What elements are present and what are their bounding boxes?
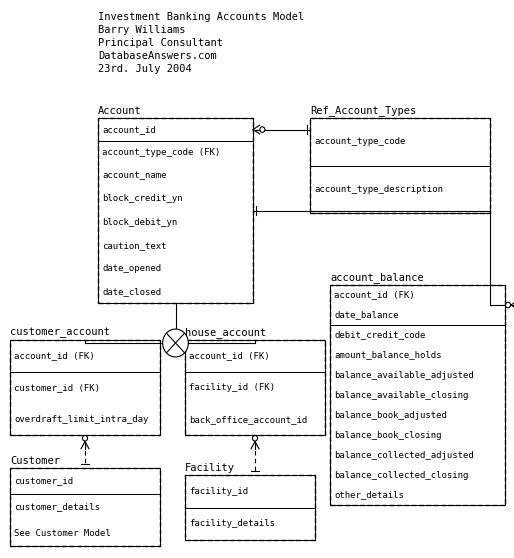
FancyBboxPatch shape: [10, 340, 160, 372]
FancyBboxPatch shape: [10, 372, 160, 435]
Circle shape: [82, 435, 87, 441]
FancyBboxPatch shape: [98, 141, 253, 303]
FancyBboxPatch shape: [185, 475, 315, 507]
Text: facility_details: facility_details: [189, 519, 275, 528]
Text: Investment Banking Accounts Model: Investment Banking Accounts Model: [98, 12, 304, 22]
FancyBboxPatch shape: [98, 118, 253, 141]
Text: date_opened: date_opened: [102, 264, 161, 273]
Circle shape: [162, 329, 188, 357]
Text: customer_id: customer_id: [14, 477, 73, 485]
FancyBboxPatch shape: [185, 507, 315, 540]
Text: account_type_code (FK): account_type_code (FK): [102, 148, 221, 157]
Text: customer_account: customer_account: [10, 328, 110, 338]
Text: account_type_description: account_type_description: [314, 185, 443, 194]
Text: balance_collected_adjusted: balance_collected_adjusted: [334, 450, 474, 459]
Text: account_balance: account_balance: [330, 272, 424, 283]
Text: Facility: Facility: [185, 463, 235, 473]
Circle shape: [260, 127, 265, 132]
Text: customer_id (FK): customer_id (FK): [14, 383, 100, 392]
Text: amount_balance_holds: amount_balance_holds: [334, 350, 442, 359]
Text: block_debit_yn: block_debit_yn: [102, 218, 177, 227]
Text: account_name: account_name: [102, 171, 167, 180]
Text: See Customer Model: See Customer Model: [14, 528, 111, 537]
Text: account_id (FK): account_id (FK): [189, 352, 270, 360]
Text: account_id (FK): account_id (FK): [334, 291, 415, 300]
FancyBboxPatch shape: [330, 285, 505, 325]
FancyBboxPatch shape: [10, 494, 160, 546]
Text: Ref_Account_Types: Ref_Account_Types: [310, 105, 416, 116]
Text: account_id (FK): account_id (FK): [14, 352, 95, 360]
FancyBboxPatch shape: [310, 166, 490, 213]
Text: date_balance: date_balance: [334, 310, 399, 320]
FancyBboxPatch shape: [310, 118, 490, 166]
Text: Customer: Customer: [10, 456, 60, 466]
Text: block_credit_yn: block_credit_yn: [102, 194, 183, 204]
Text: balance_available_adjusted: balance_available_adjusted: [334, 371, 474, 379]
Text: overdraft_limit_intra_day: overdraft_limit_intra_day: [14, 415, 149, 424]
Text: date_closed: date_closed: [102, 287, 161, 296]
Text: facility_id: facility_id: [189, 487, 248, 496]
FancyBboxPatch shape: [185, 372, 325, 435]
Text: Principal Consultant: Principal Consultant: [98, 38, 223, 48]
Circle shape: [252, 435, 258, 441]
Text: debit_credit_code: debit_credit_code: [334, 330, 426, 339]
Text: balance_available_closing: balance_available_closing: [334, 391, 468, 400]
Text: facility_id (FK): facility_id (FK): [189, 383, 275, 392]
Text: Barry Williams: Barry Williams: [98, 25, 186, 35]
Text: caution_text: caution_text: [102, 240, 167, 249]
Text: DatabaseAnswers.com: DatabaseAnswers.com: [98, 51, 217, 61]
Text: balance_book_closing: balance_book_closing: [334, 431, 442, 440]
Text: Account: Account: [98, 106, 142, 116]
FancyBboxPatch shape: [330, 325, 505, 505]
Text: balance_collected_closing: balance_collected_closing: [334, 470, 468, 479]
FancyBboxPatch shape: [185, 340, 325, 372]
Text: balance_book_adjusted: balance_book_adjusted: [334, 411, 447, 420]
Text: other_details: other_details: [334, 490, 404, 499]
Text: account_type_code: account_type_code: [314, 137, 406, 146]
Text: back_office_account_id: back_office_account_id: [189, 415, 307, 424]
Text: customer_details: customer_details: [14, 503, 100, 512]
Text: 23rd. July 2004: 23rd. July 2004: [98, 64, 192, 74]
Circle shape: [505, 302, 510, 308]
Text: account_id: account_id: [102, 125, 156, 134]
FancyBboxPatch shape: [10, 468, 160, 494]
Text: house_account: house_account: [185, 327, 266, 338]
